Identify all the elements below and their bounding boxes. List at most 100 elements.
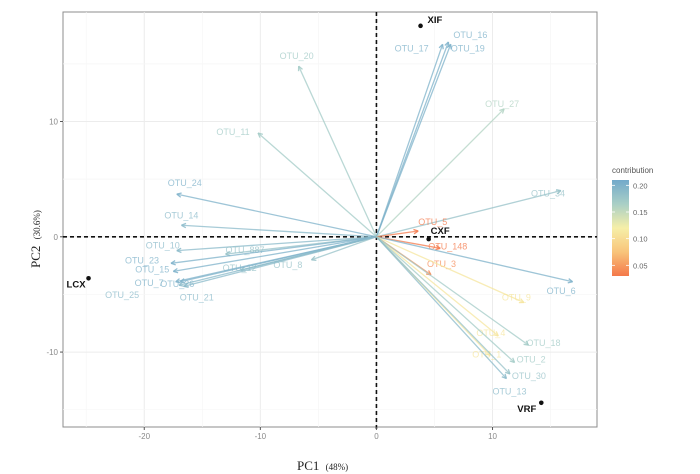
arrow-head [297, 65, 303, 72]
arrow-head [183, 282, 189, 288]
variable-arrow-otu-5: OTU_5 [376, 217, 447, 238]
x-tick-label: 0 [374, 432, 379, 441]
variable-label: OTU_13 [492, 387, 526, 397]
arrow-shaft [376, 236, 529, 346]
variable-arrow-otu-19: OTU_19 [375, 43, 485, 238]
arrow-head [523, 340, 530, 346]
variable-arrow-otu-4: OTU_4 [376, 236, 505, 338]
arrow-shaft [375, 44, 444, 238]
individual-xif: XIF [418, 15, 443, 29]
arrow-head [555, 189, 562, 195]
variable-label: OTU_7 [135, 278, 164, 288]
legend-tick-label: 0.15 [633, 208, 648, 217]
individual-label: VRF [517, 404, 536, 415]
arrow-shaft [376, 230, 419, 238]
legend-title: contribution [612, 166, 653, 175]
variable-label: OTU_1 [472, 350, 501, 360]
arrow-shaft [375, 44, 452, 238]
individual-point [538, 400, 544, 406]
arrow-shaft [170, 236, 377, 264]
variable-arrow-otu-30: OTU_30 [375, 236, 546, 381]
variable-arrow-otu-6: OTU_6 [376, 236, 576, 296]
y-tick-label: -10 [46, 348, 58, 357]
individual-lcx: LCX [67, 275, 91, 290]
legend-tick-label: 0.20 [633, 181, 648, 190]
legend-tick-label: 0.10 [633, 235, 648, 244]
arrow-shaft [375, 236, 516, 363]
variable-arrow-otu-21: OTU_21 [180, 236, 377, 302]
variable-label: OTU_23 [125, 255, 159, 265]
arrow-head [493, 331, 499, 337]
x-axis-title-pct: (48%) [326, 462, 349, 472]
variable-label: OTU_5 [418, 217, 447, 227]
variable-label: OTU_14 [164, 210, 198, 220]
arrow-shaft [181, 224, 377, 238]
variable-label: OTU_148 [428, 241, 467, 251]
y-tick-label: 0 [54, 233, 59, 242]
y-tick-label: 10 [49, 118, 58, 127]
reference-lines [63, 12, 597, 431]
individual-vrf: VRF [517, 400, 544, 415]
variable-label: OTU_30 [512, 371, 546, 381]
individual-point [426, 236, 431, 242]
arrow-shaft [376, 236, 499, 337]
arrow-head [518, 298, 525, 304]
variable-label: OTU_25 [105, 290, 139, 300]
variable-arrow-otu-2: OTU_2 [375, 236, 546, 364]
legend-ticks: 0.20 0.15 0.10 0.05 [612, 181, 648, 270]
variable-arrow-otu-15: OTU_15 [135, 236, 377, 274]
arrow-head [435, 244, 441, 251]
arrow-head [509, 357, 516, 364]
variable-label: OTU_18 [527, 338, 561, 348]
individual-point [86, 275, 91, 281]
arrow-shaft [257, 132, 377, 238]
variable-label: OTU_27 [485, 99, 519, 109]
variable-label: OTU_16 [453, 30, 487, 40]
x-axis-title: PC1 (48%) [297, 458, 348, 473]
variable-arrow-otu-13: OTU_13 [375, 236, 526, 397]
variable-label: OTU_8 [273, 260, 302, 270]
y-axis-title: PC2 (30.6%) [28, 210, 43, 268]
individual-label: XIF [428, 15, 443, 26]
x-axis-title-main: PC1 [297, 458, 319, 473]
arrow-shaft [376, 236, 525, 304]
variable-label: OTU_10 [146, 241, 180, 251]
variable-label: OTU_20 [280, 51, 314, 61]
variable-arrow-otu-20: OTU_20 [280, 51, 378, 238]
variable-arrow-otu-27: OTU_27 [375, 99, 519, 238]
arrow-shaft [298, 65, 378, 238]
variable-label: OTU_24 [168, 178, 202, 188]
y-axis-title-main: PC2 [28, 246, 43, 268]
variable-label: OTU_3 [427, 259, 456, 269]
variable-label: OTU_2 [517, 354, 546, 364]
arrow-head [501, 373, 508, 380]
contribution-legend: contribution 0.20 0.15 0.10 0.05 [612, 166, 653, 276]
variable-arrow-otu-8: OTU_8 [273, 236, 377, 270]
arrow-head [505, 369, 511, 375]
variable-label: OTU_9 [502, 293, 531, 303]
variable-label: OTU_887 [226, 245, 265, 255]
arrow-shaft [176, 193, 377, 238]
variable-arrow-otu-23: OTU_23 [125, 236, 377, 266]
axis-ticks: -20 -10 0 10 -10 0 10 [46, 118, 497, 441]
variable-label: OTU_17 [395, 43, 429, 53]
arrow-shaft [176, 236, 377, 252]
arrow-head [178, 281, 185, 287]
variable-arrow-otu-17: OTU_17 [375, 43, 444, 238]
individual-cxf: CXF [426, 226, 450, 242]
arrow-shaft [375, 236, 507, 380]
variable-arrow-otu-11: OTU_11 [216, 127, 377, 238]
arrow-shaft [376, 236, 573, 283]
arrow-head [172, 267, 179, 274]
arrow-head [176, 247, 182, 254]
arrow-head [170, 260, 176, 266]
x-tick-label: -20 [138, 432, 150, 441]
variable-label: OTU_26 [160, 279, 194, 289]
individual-point [418, 23, 423, 29]
variable-label: OTU_19 [451, 43, 485, 53]
arrow-shaft [173, 236, 377, 273]
x-tick-label: -10 [255, 432, 267, 441]
variable-arrow-otu-24: OTU_24 [168, 178, 377, 238]
variable-arrow-otu-34: OTU_34 [376, 189, 565, 238]
